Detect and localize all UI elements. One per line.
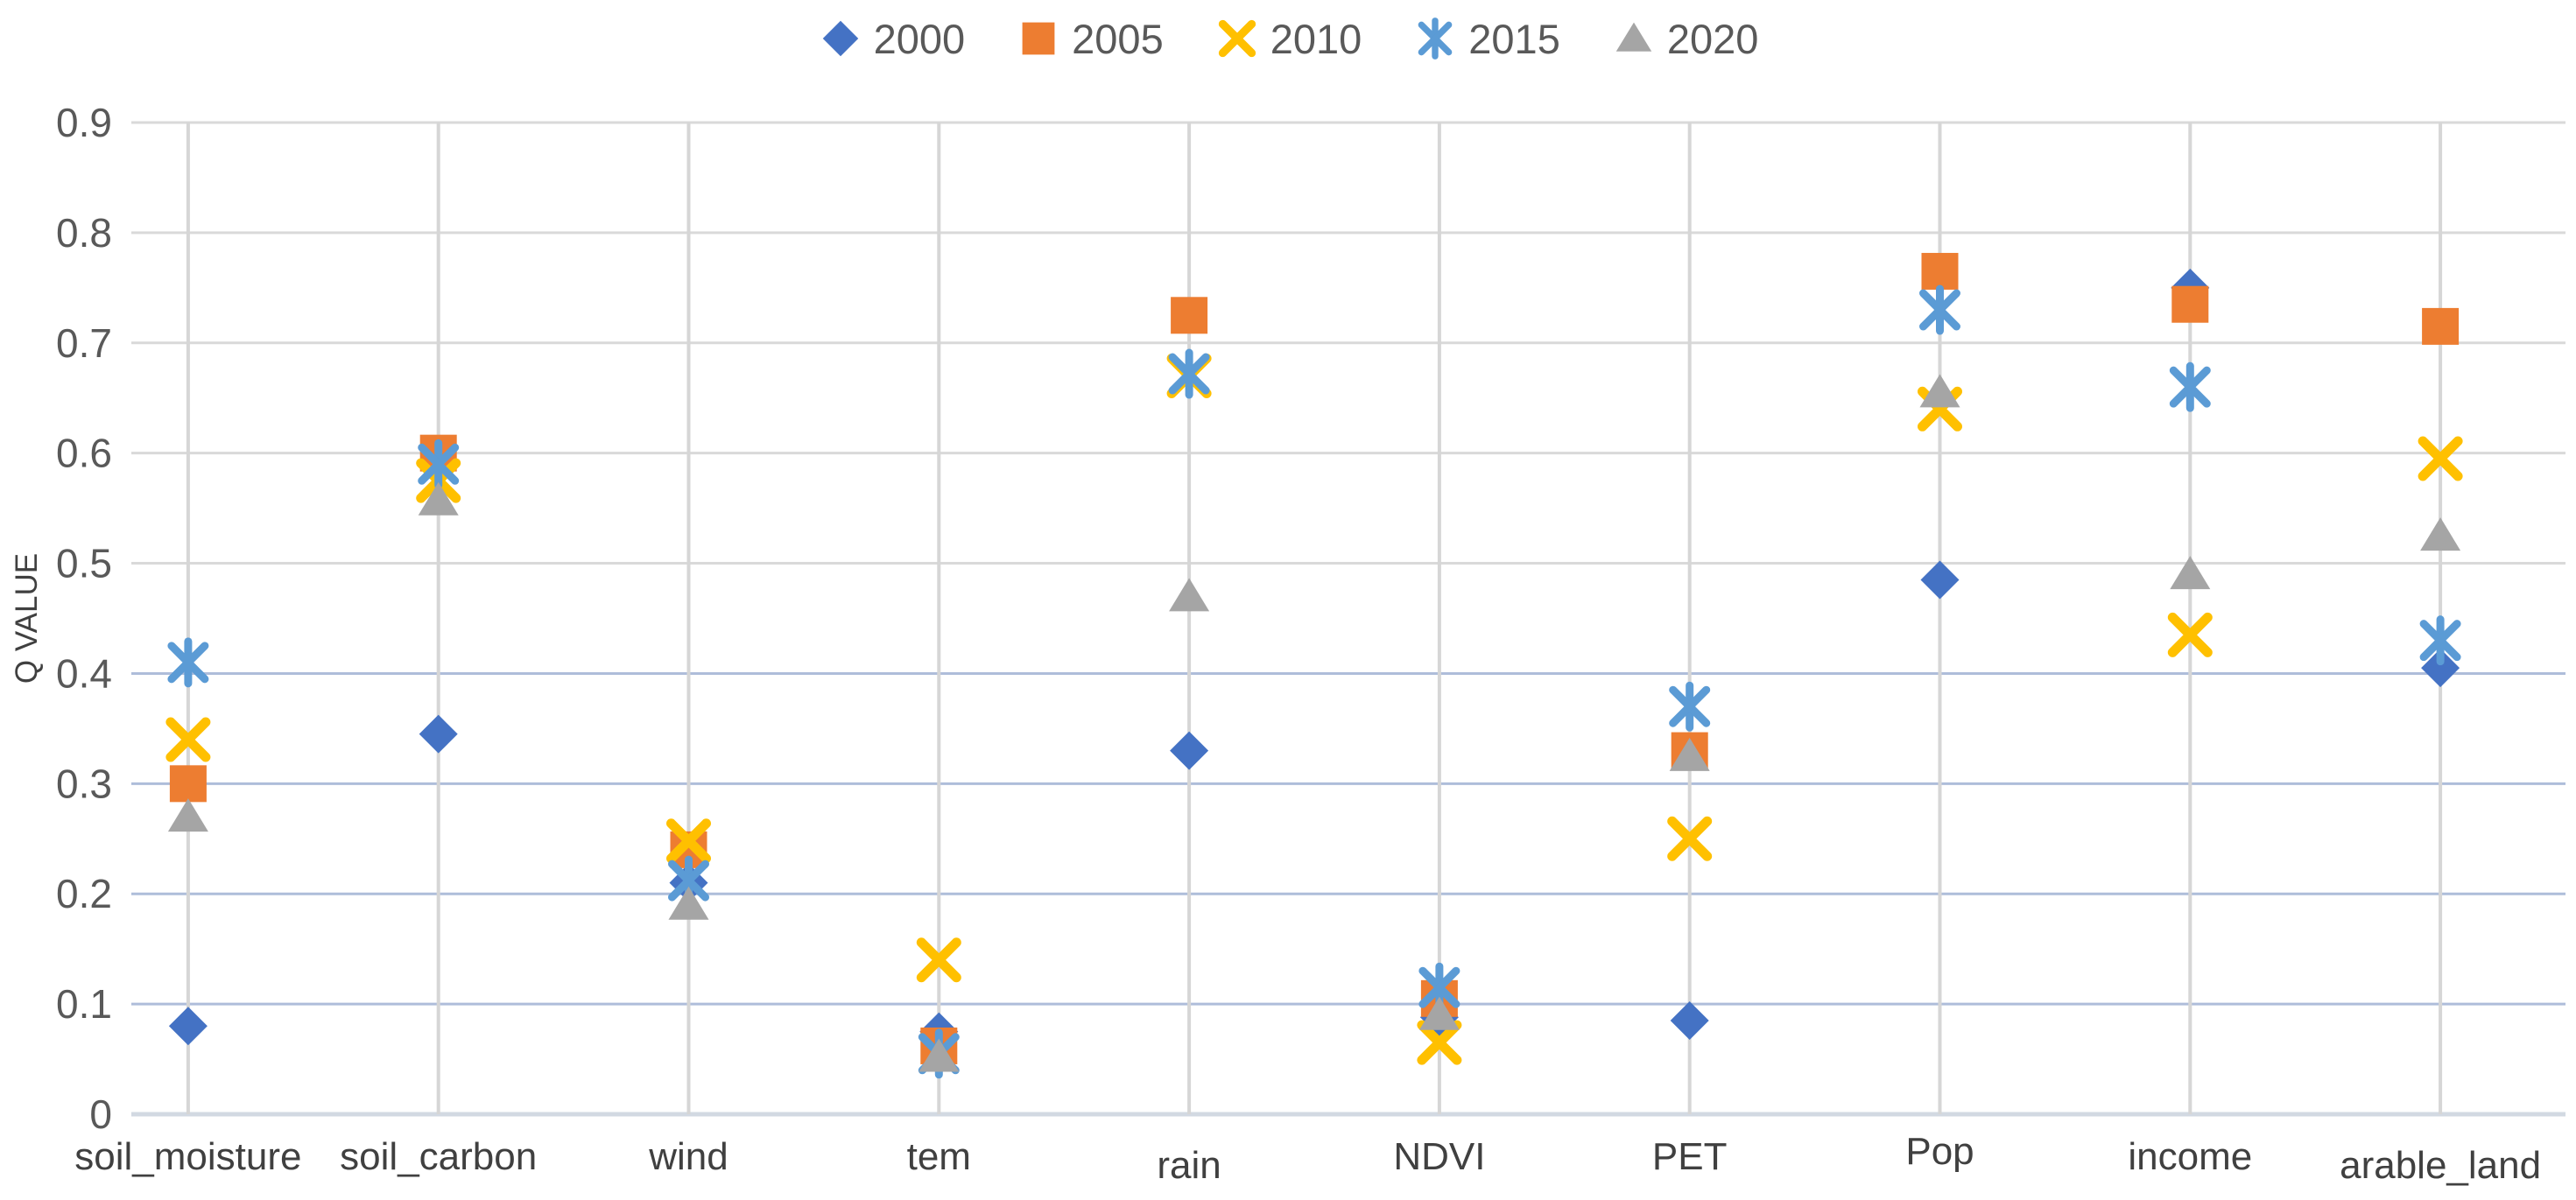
x-category-label: Pop — [1905, 1130, 1974, 1173]
y-tick-label: 0.4 — [56, 650, 112, 696]
data-point — [2169, 361, 2211, 412]
x-category-label: rain — [1157, 1144, 1221, 1187]
data-point — [1418, 996, 1460, 1030]
data-point — [1417, 1020, 1462, 1065]
y-tick-label: 0.7 — [56, 320, 112, 366]
data-point — [2419, 615, 2461, 666]
x-category-label: soil_moisture — [74, 1135, 301, 1178]
legend-label: 2020 — [1666, 15, 1759, 62]
y-tick-label: 0.9 — [56, 100, 112, 145]
x-category-label: arable_land — [2340, 1144, 2541, 1187]
data-point — [2421, 649, 2460, 688]
y-tick-label: 0.1 — [56, 981, 112, 1027]
data-point — [1667, 816, 1713, 861]
legend-label: 2010 — [1270, 15, 1362, 62]
y-tick-label: 0.8 — [56, 210, 112, 256]
asterisk-icon — [1418, 18, 1453, 60]
data-point — [2422, 307, 2460, 345]
data-point — [1170, 731, 1209, 770]
series-2020 — [167, 374, 2461, 1072]
x-category-label: wind — [648, 1135, 728, 1178]
legend-label: 2005 — [1072, 15, 1164, 62]
data-point — [1920, 560, 1960, 600]
legend-label: 2015 — [1468, 15, 1560, 62]
legend-label: 2000 — [873, 15, 966, 62]
series-2005 — [169, 252, 2460, 1064]
y-tick-label: 0.3 — [56, 761, 112, 806]
data-point — [167, 798, 208, 832]
x-category-label: PET — [1652, 1135, 1728, 1178]
data-point — [168, 1007, 208, 1046]
legend-item-2000: 2000 — [818, 15, 966, 62]
data-point — [668, 886, 709, 920]
series-2015 — [167, 284, 2461, 1079]
y-axis-title: Q VALUE — [10, 553, 44, 684]
data-point — [169, 765, 207, 803]
data-point — [1919, 374, 1960, 408]
data-point — [167, 637, 209, 688]
y-tick-label: 0.2 — [56, 871, 112, 916]
data-point — [2170, 556, 2211, 590]
data-point — [2167, 612, 2213, 657]
data-point — [1171, 297, 1208, 334]
data-point — [419, 714, 458, 754]
data-point — [1669, 737, 1710, 771]
legend-item-2020: 2020 — [1611, 15, 1759, 62]
legend-item-2015: 2015 — [1412, 16, 1560, 61]
legend-item-2010: 2010 — [1214, 16, 1362, 61]
series-2000 — [168, 268, 2460, 1051]
triangle-icon — [1615, 22, 1652, 52]
y-tick-label: 0.5 — [56, 541, 112, 586]
data-point — [2420, 517, 2461, 551]
x-icon — [1218, 19, 1256, 58]
data-point — [1669, 681, 1711, 732]
data-point — [418, 439, 460, 489]
data-point — [916, 937, 961, 983]
legend-item-2005: 2005 — [1016, 16, 1164, 61]
data-point — [2171, 285, 2209, 323]
data-point — [1670, 1000, 1709, 1040]
data-point — [918, 1038, 960, 1072]
data-point — [165, 717, 211, 762]
y-tick-label: 0 — [89, 1091, 112, 1137]
data-point — [1919, 284, 1960, 335]
data-point — [666, 818, 711, 864]
data-point — [1169, 578, 1210, 612]
data-point — [1168, 348, 1210, 399]
legend: 2000 2005 2010 2015 2020 — [0, 7, 2576, 70]
data-point — [1921, 252, 1959, 290]
x-category-label: NDVI — [1393, 1135, 1485, 1178]
series-2010 — [165, 354, 2463, 1065]
y-tick-label: 0.6 — [56, 431, 112, 476]
x-category-label: soil_carbon — [340, 1135, 537, 1178]
data-point — [418, 481, 459, 516]
data-point — [2418, 436, 2463, 481]
x-category-label: income — [2128, 1135, 2252, 1178]
x-category-label: tem — [907, 1135, 971, 1178]
diamond-icon — [822, 20, 858, 57]
square-icon — [1022, 22, 1055, 55]
